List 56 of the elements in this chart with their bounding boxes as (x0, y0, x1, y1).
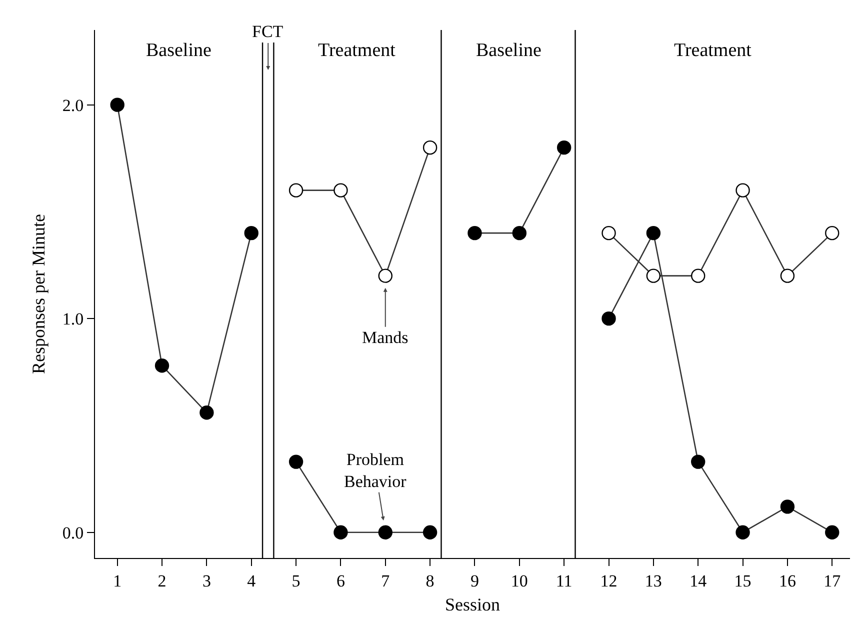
point (556, 140, 572, 155)
point (244, 226, 258, 240)
point (646, 226, 661, 240)
point (378, 525, 392, 540)
point (334, 183, 348, 198)
x-tick-label: 3 (202, 571, 211, 590)
point (288, 454, 304, 469)
point (602, 226, 616, 240)
point (110, 98, 124, 112)
point (691, 454, 706, 469)
point (422, 140, 438, 155)
annotation: FCT (252, 22, 284, 41)
x-tick-label: 15 (734, 571, 752, 590)
x-tick-label: 5 (292, 571, 300, 590)
annotation: Baseline (146, 40, 212, 61)
point (512, 226, 527, 240)
x-tick-label: 11 (556, 571, 572, 590)
annotation: Problem Behavior (344, 450, 407, 492)
x-tick-label: 1 (113, 571, 122, 590)
annotation: Treatment (674, 40, 752, 61)
x-tick-label: 17 (824, 571, 842, 590)
point (691, 268, 706, 283)
x-tick-label: 12 (600, 571, 618, 590)
point (378, 268, 392, 283)
y-tick-label: 2.0 (62, 96, 84, 115)
x-tick-label: 9 (470, 571, 479, 590)
point (780, 500, 795, 514)
annotation: Baseline (476, 40, 542, 61)
point (825, 226, 840, 240)
x-tick-label: 8 (426, 571, 434, 590)
annotation: Treatment (318, 40, 396, 61)
point (468, 226, 482, 240)
point (334, 525, 348, 540)
x-axis-title: Session (444, 594, 500, 614)
y-tick-label: 0.0 (62, 523, 84, 542)
x-tick-label: 10 (510, 571, 528, 590)
point (736, 183, 750, 198)
point (422, 525, 438, 540)
point (288, 183, 304, 198)
point (736, 525, 750, 540)
point (780, 268, 795, 283)
x-tick-label: 4 (247, 571, 256, 590)
x-tick-label: 14 (690, 571, 708, 590)
x-tick-label: 13 (644, 571, 662, 590)
x-tick-label: 6 (336, 571, 345, 590)
annotation: Mands (362, 328, 408, 347)
y-tick-label: 1.0 (62, 310, 84, 329)
x-tick-label: 16 (778, 571, 796, 590)
point (602, 311, 616, 326)
y-axis-title: Responses per Minute (28, 214, 49, 374)
point (825, 525, 840, 540)
point (646, 268, 661, 283)
x-tick-label: 2 (158, 571, 166, 590)
x-tick-label: 7 (381, 571, 390, 590)
point (200, 406, 214, 420)
point (154, 358, 170, 373)
